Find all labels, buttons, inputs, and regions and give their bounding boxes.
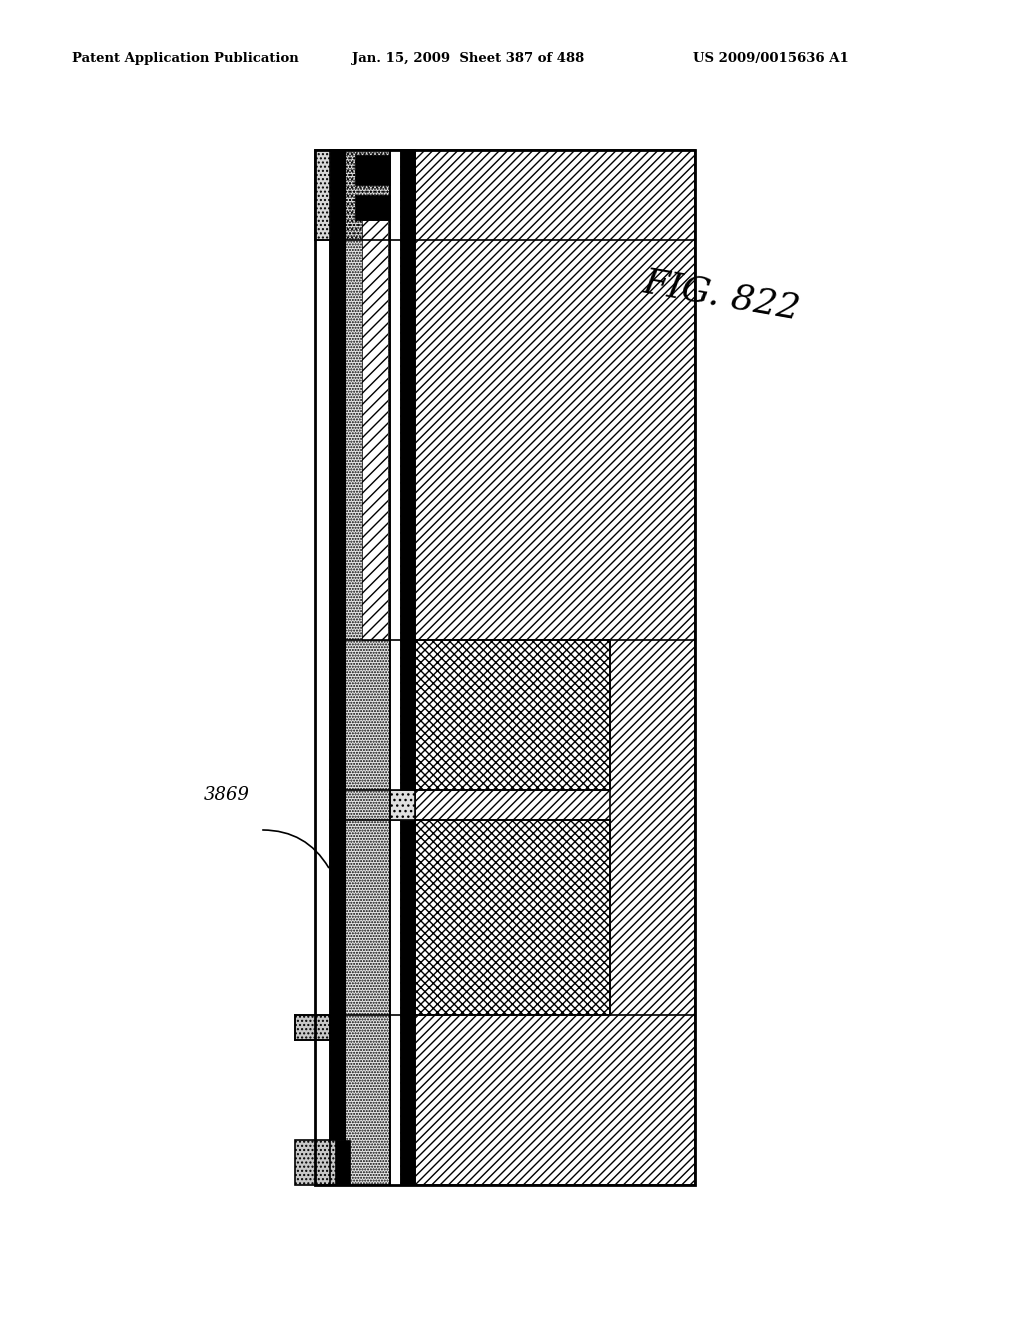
Bar (390, 789, 415, 820)
Bar (335, 1140, 350, 1185)
Bar (315, 150, 415, 240)
Bar (355, 195, 390, 220)
Bar (295, 1140, 345, 1185)
Text: 3869: 3869 (204, 785, 250, 804)
Bar (295, 1015, 330, 1040)
Bar (355, 154, 390, 185)
Bar (415, 820, 610, 1015)
Bar (295, 1140, 345, 1185)
Text: Jan. 15, 2009  Sheet 387 of 488: Jan. 15, 2009 Sheet 387 of 488 (352, 51, 585, 65)
Bar (330, 150, 695, 1185)
Bar (345, 150, 390, 1185)
Bar (362, 220, 388, 640)
FancyArrowPatch shape (263, 830, 329, 867)
Bar (400, 150, 415, 1185)
Text: FIG. 822: FIG. 822 (640, 265, 803, 326)
Bar (345, 150, 390, 1185)
Bar (390, 150, 400, 1185)
Text: Patent Application Publication: Patent Application Publication (72, 51, 299, 65)
Bar (415, 820, 610, 1015)
Bar (362, 220, 388, 640)
Bar (390, 789, 415, 820)
Bar (315, 150, 415, 240)
Bar (415, 640, 610, 789)
Bar (315, 150, 695, 1185)
Bar (330, 150, 695, 1185)
Bar (330, 150, 345, 1185)
Text: US 2009/0015636 A1: US 2009/0015636 A1 (693, 51, 849, 65)
Bar (415, 640, 610, 789)
Bar (295, 1015, 330, 1040)
